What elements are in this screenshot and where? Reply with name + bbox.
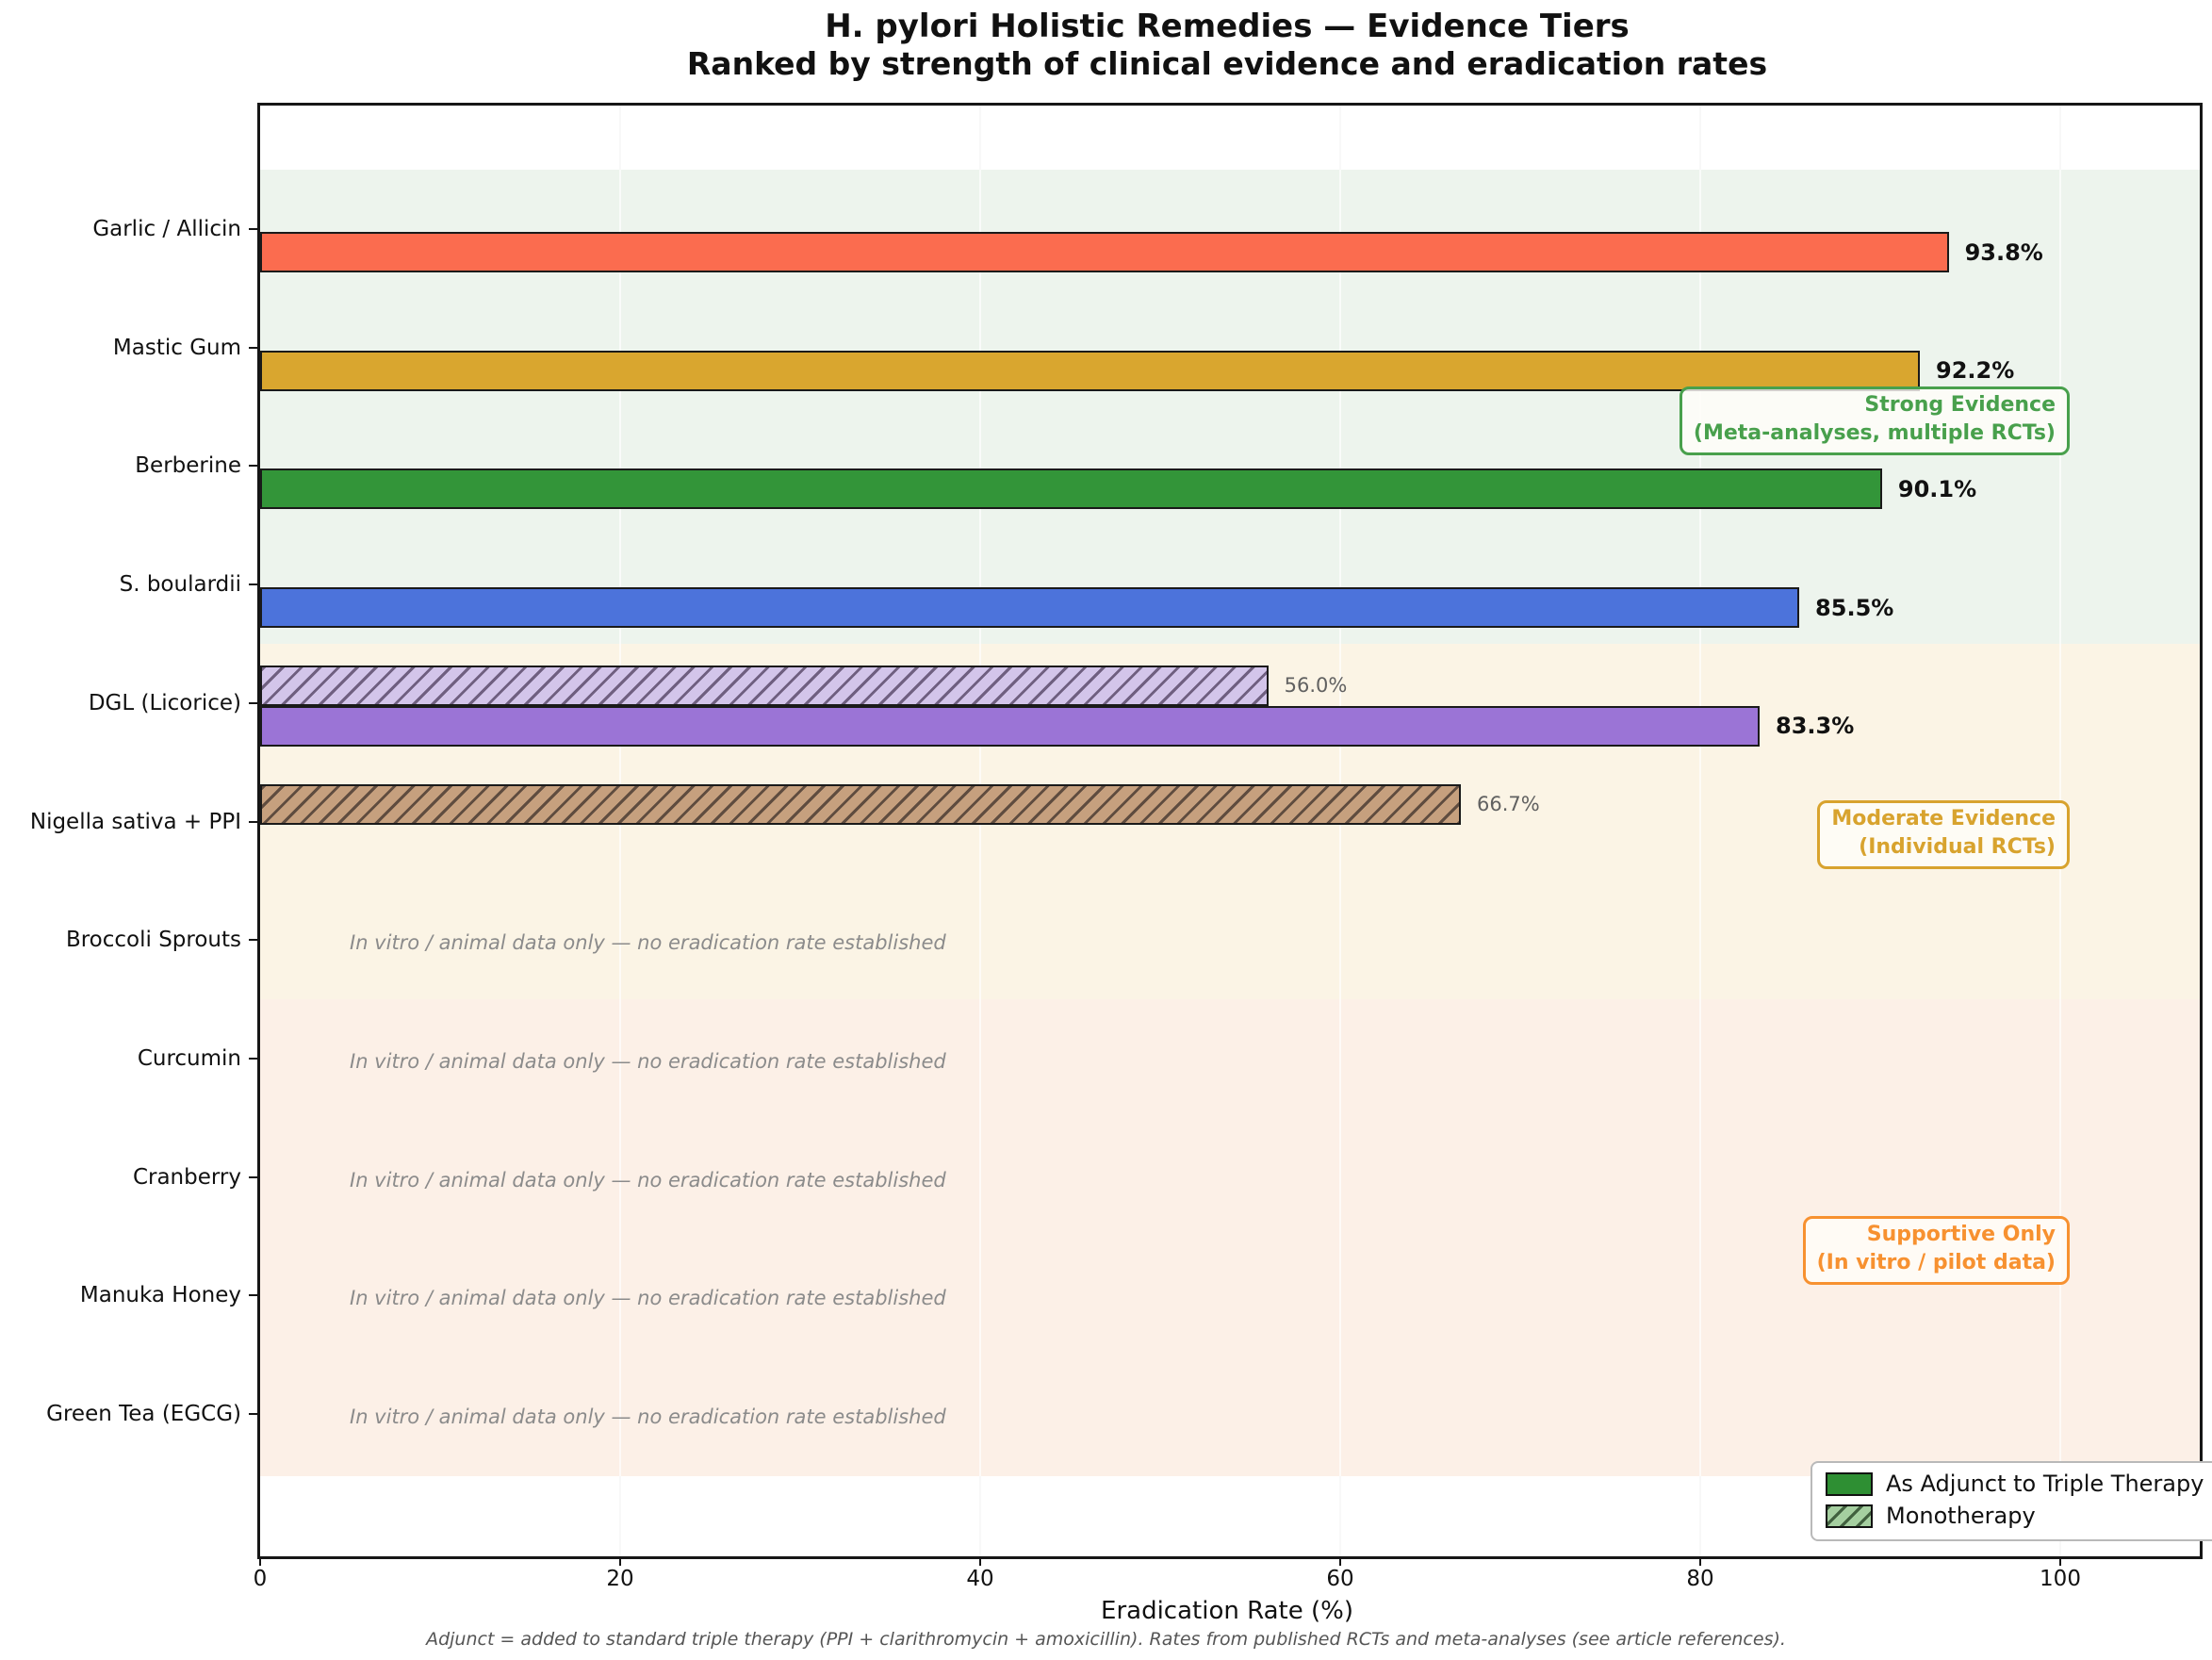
y-tick-green-tea-egcg bbox=[249, 1413, 257, 1415]
bar-value-label-dgl-licorice-adjunct: 83.3% bbox=[1776, 713, 1855, 740]
x-tick-20 bbox=[619, 1557, 621, 1566]
bar-mastic-gum-adjunct bbox=[260, 350, 1921, 391]
chart-title-line2: Ranked by strength of clinical evidence … bbox=[686, 45, 1768, 82]
y-tick-broccoli-sprouts bbox=[249, 939, 257, 942]
x-tick-80 bbox=[1699, 1557, 1701, 1566]
tier-annotation-supportive-only: Supportive Only (In vitro / pilot data) bbox=[1802, 1216, 2070, 1285]
x-tick-label-100: 100 bbox=[2040, 1567, 2081, 1591]
x-tick-label-40: 40 bbox=[966, 1567, 994, 1591]
x-tick-label-80: 80 bbox=[1686, 1567, 1714, 1591]
category-label-berberine: Berberine bbox=[135, 453, 241, 479]
category-label-s-boulardii: S. boulardii bbox=[119, 572, 241, 598]
tier-annotation-moderate-evidence: Moderate Evidence (Individual RCTs) bbox=[1817, 800, 2070, 869]
bar-s-boulardii-adjunct bbox=[260, 587, 1800, 629]
gridline-20 bbox=[619, 106, 621, 1556]
chart-title: H. pylori Holistic Remedies — Evidence T… bbox=[257, 8, 2197, 82]
bar-dgl-licorice-adjunct bbox=[260, 705, 1761, 747]
no-data-note-manuka-honey: In vitro / animal data only — no eradica… bbox=[350, 1287, 946, 1310]
legend-swatch-monotherapy bbox=[1826, 1504, 1873, 1528]
chart-title-line1: H. pylori Holistic Remedies — Evidence T… bbox=[825, 8, 1630, 45]
category-label-manuka-honey: Manuka Honey bbox=[79, 1283, 241, 1308]
bar-berberine-adjunct bbox=[260, 468, 1882, 510]
y-tick-manuka-honey bbox=[249, 1294, 257, 1297]
category-label-garlic-allicin: Garlic / Allicin bbox=[92, 217, 241, 241]
y-tick-curcumin bbox=[249, 1057, 257, 1060]
bar-dgl-licorice-monotherapy bbox=[260, 665, 1269, 706]
legend-item-monotherapy: Monotherapy bbox=[1826, 1504, 2204, 1529]
x-tick-40 bbox=[979, 1557, 981, 1566]
category-label-cranberry: Cranberry bbox=[132, 1164, 241, 1190]
bar-garlic-allicin-adjunct bbox=[260, 232, 1949, 272]
bar-value-label-s-boulardii-adjunct: 85.5% bbox=[1815, 594, 1894, 621]
no-data-note-curcumin: In vitro / animal data only — no eradica… bbox=[350, 1049, 946, 1073]
footnote: Adjunct = added to standard triple thera… bbox=[426, 1629, 1786, 1650]
legend: As Adjunct to Triple Therapy Monotherapy bbox=[1811, 1461, 2212, 1541]
x-axis-label: Eradication Rate (%) bbox=[1101, 1597, 1353, 1625]
bar-nigella-sativa-ppi-monotherapy bbox=[260, 783, 1461, 825]
x-tick-label-60: 60 bbox=[1326, 1567, 1354, 1591]
category-label-curcumin: Curcumin bbox=[137, 1045, 241, 1071]
tier-annotation-line: (Individual RCTs) bbox=[1859, 835, 2056, 859]
tier-annotation-line: Supportive Only bbox=[1866, 1223, 2056, 1246]
category-label-dgl-licorice: DGL (Licorice) bbox=[88, 690, 241, 715]
gridline-40 bbox=[979, 106, 981, 1556]
legend-label-as-adjunct-to-triple-therapy: As Adjunct to Triple Therapy bbox=[1886, 1471, 2204, 1497]
y-tick-dgl-licorice bbox=[249, 701, 257, 704]
bar-value-label-garlic-allicin-adjunct: 93.8% bbox=[1964, 238, 2043, 266]
y-tick-cranberry bbox=[249, 1175, 257, 1178]
y-tick-nigella-sativa-ppi bbox=[249, 820, 257, 823]
tier-annotation-line: (Meta-analyses, multiple RCTs) bbox=[1693, 421, 2056, 445]
legend-label-monotherapy: Monotherapy bbox=[1886, 1503, 2036, 1529]
y-tick-s-boulardii bbox=[249, 583, 257, 586]
gridline-80 bbox=[1699, 106, 1701, 1556]
gridline-60 bbox=[1339, 106, 1341, 1556]
legend-swatch-as-adjunct-to-triple-therapy bbox=[1826, 1472, 1873, 1496]
category-label-broccoli-sprouts: Broccoli Sprouts bbox=[65, 928, 241, 953]
x-tick-0 bbox=[259, 1557, 261, 1566]
category-label-green-tea-egcg: Green Tea (EGCG) bbox=[46, 1402, 241, 1426]
y-tick-garlic-allicin bbox=[249, 228, 257, 230]
bar-value-label-dgl-licorice-monotherapy: 56.0% bbox=[1284, 674, 1348, 698]
bar-value-label-berberine-adjunct: 90.1% bbox=[1897, 475, 1977, 502]
no-data-note-broccoli-sprouts: In vitro / animal data only — no eradica… bbox=[350, 931, 946, 955]
y-tick-berberine bbox=[249, 465, 257, 468]
y-tick-mastic-gum bbox=[249, 346, 257, 349]
category-label-mastic-gum: Mastic Gum bbox=[112, 335, 241, 360]
tier-annotation-line: Moderate Evidence bbox=[1831, 807, 2056, 830]
tier-annotation-line: (In vitro / pilot data) bbox=[1816, 1251, 2056, 1274]
x-tick-label-0: 0 bbox=[253, 1567, 268, 1591]
tier-annotation-line: Strong Evidence bbox=[1864, 393, 2056, 417]
x-tick-60 bbox=[1339, 1557, 1341, 1566]
plot-area: 93.8% 92.2% 90.1% 85.5% 56.0% 83.3% 66.7% In vi… bbox=[257, 103, 2212, 1559]
x-tick-100 bbox=[2059, 1557, 2061, 1566]
legend-item-as-adjunct-to-triple-therapy: As Adjunct to Triple Therapy bbox=[1826, 1471, 2204, 1497]
category-label-nigella-sativa-ppi: Nigella sativa + PPI bbox=[29, 809, 241, 834]
tier-annotation-strong-evidence: Strong Evidence (Meta-analyses, multiple … bbox=[1679, 386, 2070, 455]
bar-value-label-mastic-gum-adjunct: 92.2% bbox=[1936, 357, 2015, 385]
x-tick-label-20: 20 bbox=[606, 1567, 634, 1591]
no-data-note-cranberry: In vitro / animal data only — no eradica… bbox=[350, 1168, 946, 1192]
no-data-note-green-tea-egcg: In vitro / animal data only — no eradica… bbox=[350, 1405, 946, 1428]
bar-value-label-nigella-sativa-ppi-monotherapy: 66.7% bbox=[1476, 793, 1540, 815]
